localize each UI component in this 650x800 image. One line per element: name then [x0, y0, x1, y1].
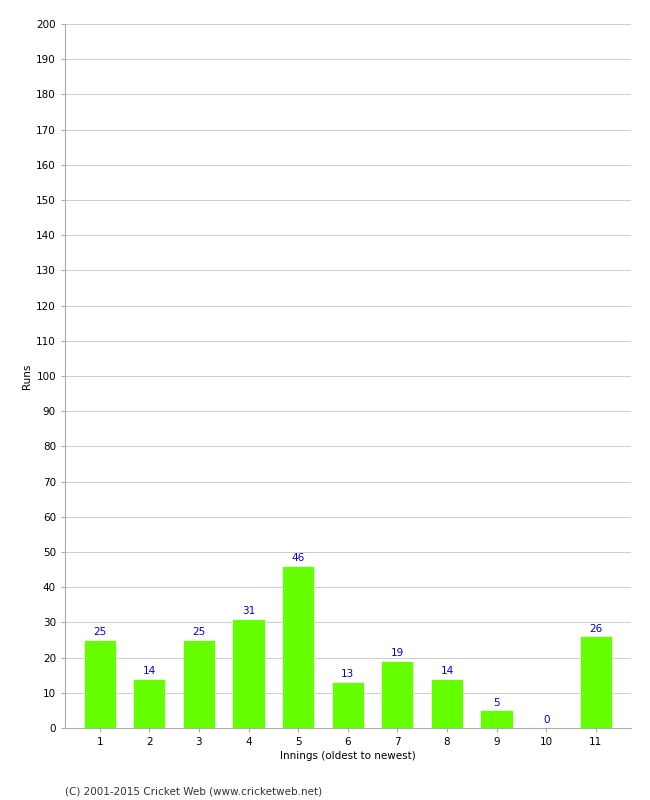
Text: 46: 46 [291, 554, 305, 563]
Text: 14: 14 [440, 666, 454, 676]
Text: (C) 2001-2015 Cricket Web (www.cricketweb.net): (C) 2001-2015 Cricket Web (www.cricketwe… [65, 786, 322, 796]
Text: 0: 0 [543, 715, 549, 725]
Bar [84, 640, 116, 728]
Text: 25: 25 [192, 627, 205, 637]
Y-axis label: Runs: Runs [22, 363, 32, 389]
Bar [480, 710, 513, 728]
Text: 5: 5 [493, 698, 500, 707]
Bar [233, 619, 265, 728]
Text: 25: 25 [93, 627, 107, 637]
Bar [580, 637, 612, 728]
Text: 31: 31 [242, 606, 255, 616]
Bar [183, 640, 215, 728]
Bar [431, 678, 463, 728]
Bar [332, 682, 364, 728]
Text: 14: 14 [143, 666, 156, 676]
Bar [282, 566, 314, 728]
Bar [382, 661, 413, 728]
Text: 19: 19 [391, 648, 404, 658]
Text: 13: 13 [341, 670, 354, 679]
X-axis label: Innings (oldest to newest): Innings (oldest to newest) [280, 751, 415, 761]
Bar [133, 678, 166, 728]
Text: 26: 26 [589, 624, 603, 634]
